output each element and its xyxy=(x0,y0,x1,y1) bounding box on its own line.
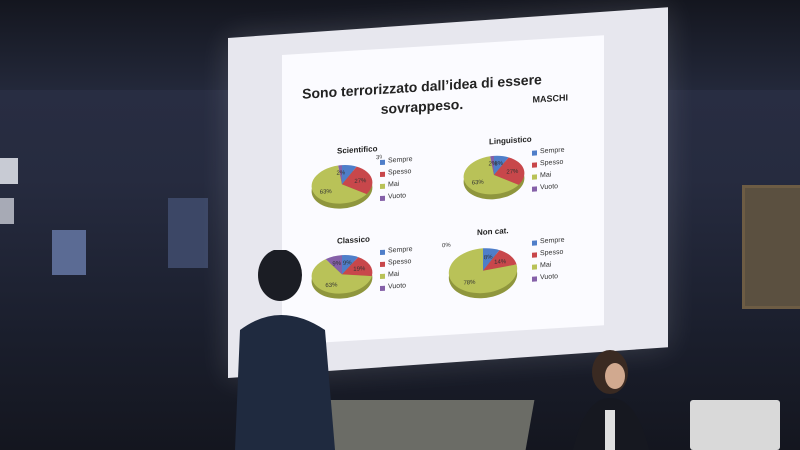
pie-data-label: 63% xyxy=(472,180,485,187)
pie-svg: 8%14% 78% 0% xyxy=(442,243,518,299)
legend-item-vuoto: Vuoto xyxy=(532,271,565,285)
pie-data-label: 3% xyxy=(376,155,382,162)
legend-swatch xyxy=(532,263,537,270)
legend-label: Vuoto xyxy=(540,183,559,192)
wall-poster xyxy=(52,230,86,275)
seated-woman xyxy=(573,350,649,450)
wall-painting xyxy=(742,185,800,309)
pie-data-label: 78% xyxy=(463,280,476,287)
legend-swatch xyxy=(532,173,537,180)
wall-poster xyxy=(168,198,208,268)
legend-item-vuoto: Vuoto xyxy=(380,280,413,294)
legend-swatch xyxy=(532,275,537,282)
pie-slice-spesso xyxy=(342,257,373,277)
pie-data-label: 8% xyxy=(484,255,493,262)
legend-label: Vuoto xyxy=(540,273,559,282)
legend-swatch xyxy=(532,149,537,156)
pie-data-label: 8% xyxy=(494,161,503,168)
chart-legend: Sempre Spesso Mai Vuoto xyxy=(532,145,565,195)
legend-swatch xyxy=(380,261,385,267)
legend-label: Spesso xyxy=(540,248,564,258)
legend-label: Mai xyxy=(388,270,400,279)
legend-item-spesso: Spesso xyxy=(380,166,413,180)
slide-title: Sono terrorizzato dall’idea di essere so… xyxy=(302,69,542,124)
projected-slide: Sono terrorizzato dall’idea di essere so… xyxy=(282,35,604,346)
pie-slice-sempre xyxy=(494,155,509,176)
pie-slice-mai xyxy=(448,248,518,294)
chart-legend: Sempre Spesso Mai Vuoto xyxy=(380,244,413,294)
chart-legend: Sempre Spesso Mai Vuoto xyxy=(380,154,413,204)
pie-data-label: 9% xyxy=(332,261,341,268)
pie-data-label: 63% xyxy=(325,282,338,289)
pie-chart-non-cat: Non cat. 8% 14% 78% 0% Sempre Spesso Mai Vuoto xyxy=(432,222,582,311)
legend-swatch xyxy=(380,249,385,255)
legend-label: Vuoto xyxy=(388,282,407,291)
legend-item-spesso: Spesso xyxy=(532,157,565,171)
pie-slice-mai xyxy=(311,165,367,204)
pie-slice-vuoto xyxy=(490,155,494,176)
legend-swatch xyxy=(380,285,385,291)
legend-item-spesso: Spesso xyxy=(380,256,413,270)
legend-label: Spesso xyxy=(540,158,564,168)
pie-data-label: 14% xyxy=(494,259,507,266)
pie-data-label: 9% xyxy=(343,260,352,267)
pie-data-label: 63% xyxy=(320,189,333,196)
pie-svg: 9%19%63%9% xyxy=(311,255,373,299)
pie-svg: 8%27% 63% 2% xyxy=(463,155,525,200)
pie-slice-mai xyxy=(463,156,519,195)
legend-label: Mai xyxy=(540,171,552,180)
printer xyxy=(690,400,780,450)
wall-poster xyxy=(0,158,18,184)
classroom-table xyxy=(315,400,535,450)
legend-swatch xyxy=(380,195,385,201)
legend-item-spesso: Spesso xyxy=(532,247,565,261)
pie-svg: 27% 63% 2% 3% xyxy=(311,155,382,209)
standing-person-silhouette xyxy=(235,250,335,450)
chart-legend: Sempre Spesso Mai Vuoto xyxy=(532,235,565,285)
wall-poster xyxy=(0,198,14,224)
pie-data-label: 2% xyxy=(488,161,497,168)
pie-slice-vuoto xyxy=(338,165,342,185)
legend-label: Mai xyxy=(388,180,400,189)
legend-label: Spesso xyxy=(388,258,412,267)
pie-data-label: 0% xyxy=(442,243,451,250)
legend-swatch xyxy=(532,239,537,246)
legend-swatch xyxy=(532,251,537,258)
pie-data-label: 19% xyxy=(353,266,366,273)
legend-swatch xyxy=(380,159,385,165)
pie-chart-scientifico: Scientifico 27% 63% 2% 3% Sempre Spesso Mai Vu… xyxy=(292,140,442,229)
pie-data-label: 27% xyxy=(506,169,519,176)
legend-label: Spesso xyxy=(388,168,412,177)
legend-swatch xyxy=(532,185,537,192)
pie-slice-spesso xyxy=(483,250,517,271)
slide-tag: MASCHI xyxy=(532,92,569,105)
legend-swatch xyxy=(380,183,385,189)
pie-slice-spesso xyxy=(342,166,373,195)
legend-item-vuoto: Vuoto xyxy=(532,181,565,195)
pie-data-label: 2% xyxy=(336,170,345,177)
legend-swatch xyxy=(532,161,537,168)
pie-data-label: 27% xyxy=(354,178,367,185)
legend-label: Mai xyxy=(540,261,552,270)
pie-slice-vuoto xyxy=(325,255,342,275)
pie-slice-sempre xyxy=(342,165,357,185)
legend-item-vuoto: Vuoto xyxy=(380,190,413,204)
pie-chart-linguistico: Linguistico 8% 27% 63% 2% Sempre Spesso Mai Vu… xyxy=(444,131,594,220)
legend-swatch xyxy=(380,171,385,177)
pie-chart-classico: Classico 9% 19% 63% 9% Sempre Spesso Mai Vuoto xyxy=(292,230,442,319)
pie-slice-mai xyxy=(311,259,372,294)
pie-slice-sempre xyxy=(483,248,500,271)
pie-slice-spesso xyxy=(494,157,525,185)
legend-swatch xyxy=(380,273,385,279)
pie-slice-sempre xyxy=(342,255,359,275)
legend-label: Vuoto xyxy=(388,192,407,201)
